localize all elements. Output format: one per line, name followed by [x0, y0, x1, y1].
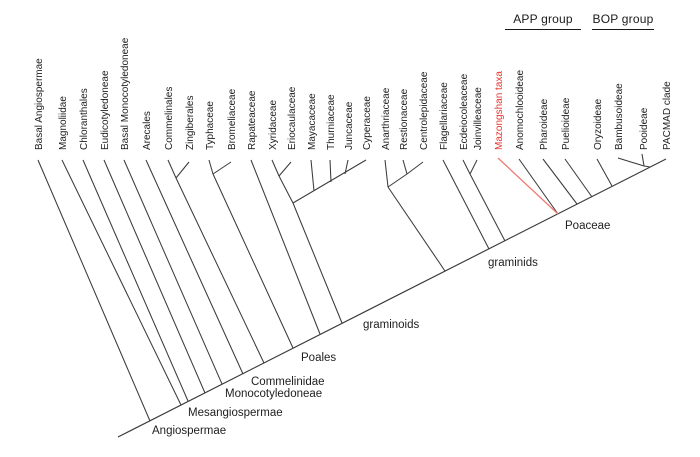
branch-lines — [37, 153, 667, 438]
taxon-label-bambusoideae: Bambusoideae — [614, 83, 625, 150]
branch-0 — [37, 159, 151, 422]
node-label-poales: Poales — [301, 352, 336, 364]
branch-10 — [212, 161, 232, 175]
taxon-label-commelinales: Commelinales — [164, 87, 175, 150]
branch-25 — [387, 186, 446, 272]
node-label-graminids: graminids — [488, 257, 538, 269]
branch-19 — [344, 159, 349, 175]
taxon-label-flagellariaceae: Flagellariaceae — [439, 82, 450, 150]
taxon-label-pharoideae: Pharoideae — [539, 98, 550, 150]
node-label-commelinidae: Commelinidae — [251, 376, 325, 388]
taxon-label-xyridaceae: Xyridaceae — [268, 100, 279, 150]
branch-33 — [596, 158, 613, 187]
branch-31 — [542, 158, 578, 205]
branch-24 — [387, 173, 408, 188]
taxon-label-anarthriaceae: Anarthriaceae — [381, 87, 392, 150]
taxon-label-typhaceae: Typhaceae — [205, 101, 216, 150]
branch-22 — [402, 159, 408, 175]
branch-2 — [82, 159, 189, 402]
taxon-label-basal-monocotyledoneae: Basal Monocotyledoneae — [120, 37, 131, 150]
taxon-label-eudicotyledoneae: Eudicotyledoneae — [100, 70, 111, 150]
taxon-label-zingiberales: Zingiberales — [185, 96, 196, 150]
taxon-label-oryzoideae: Oryzoideae — [593, 98, 604, 150]
branch-26 — [442, 159, 490, 250]
bop-group-header: BOP group — [592, 12, 654, 30]
branch-4 — [123, 159, 223, 385]
node-label-monocotyledoneae: Monocotyledoneae — [225, 388, 322, 400]
branch-15 — [278, 175, 294, 204]
taxon-label-puelioideae: Puelioideae — [561, 97, 572, 150]
taxon-label-bromeliaceae: Bromeliaceae — [227, 88, 238, 150]
taxon-label-arecales: Arecales — [142, 111, 153, 150]
branch-11 — [212, 173, 294, 349]
branch-35 — [641, 153, 645, 167]
node-label-angiospermae: Angiospermae — [152, 425, 226, 437]
branch-14 — [278, 161, 292, 177]
tree-spine — [117, 158, 667, 438]
branch-mazongshan-taxa — [497, 157, 559, 215]
taxon-label-eriocaulaceae: Eriocaulaceae — [287, 86, 298, 150]
branch-21 — [384, 159, 389, 188]
taxon-label-rapateaceae: Rapateaceae — [247, 90, 258, 150]
taxon-label-pacmad-clade: PACMAD clade — [662, 81, 673, 150]
taxon-label-cyperaceae: Cyperaceae — [362, 96, 373, 150]
branch-3 — [103, 159, 206, 394]
branch-6 — [167, 159, 177, 179]
taxon-label-restionaceae: Restionaceae — [399, 88, 410, 150]
branch-17 — [310, 159, 315, 192]
branch-36 — [643, 165, 651, 168]
branch-28 — [469, 159, 478, 175]
taxon-label-mazongshan-taxa: Mazongshan taxa — [494, 71, 505, 150]
clade-node-labels: Angiospermae Mesangiospermae Monocotyledon… — [152, 220, 610, 437]
taxon-label-thurniaceae: Thurniaceae — [326, 94, 337, 150]
branch-9 — [208, 159, 214, 175]
branch-32 — [564, 158, 593, 198]
taxon-label-joinvilleaceae: Joinvilleaceae — [473, 87, 484, 150]
branch-20 — [292, 202, 343, 324]
branch-13 — [271, 159, 280, 177]
taxon-label-centrolepidaceae: Centrolepidaceae — [419, 71, 430, 150]
branch-18 — [329, 159, 332, 183]
branch-7 — [175, 161, 190, 179]
taxon-label-anomochlooideae: Anomochlooideae — [515, 70, 526, 150]
node-label-mesangiospermae: Mesangiospermae — [188, 407, 283, 419]
branch-8 — [175, 177, 265, 364]
branch-12 — [250, 159, 321, 335]
branch-30 — [518, 158, 559, 215]
taxon-label-ecdeiocoleaceae: Ecdeiocoleaceae — [459, 73, 470, 150]
app-group-header: APP group — [505, 12, 581, 30]
taxon-label-mayacaceae: Mayacaceae — [307, 93, 318, 150]
branch-5 — [145, 159, 244, 375]
branch-34 — [617, 157, 645, 167]
taxon-label-basal-angiospermae: Basal Angiospermae — [34, 58, 45, 150]
branch-29 — [469, 173, 506, 242]
taxa-labels: Basal Angiospermae Magnoliidae Chloranthal… — [34, 37, 673, 150]
taxon-label-pooideae: Pooideae — [639, 107, 650, 150]
branch-16 — [292, 159, 367, 204]
taxon-label-magnoliidae: Magnoliidae — [58, 96, 69, 150]
branch-27 — [462, 159, 471, 175]
node-label-graminoids: graminoids — [363, 319, 419, 331]
taxon-label-juncaceae: Juncaceae — [344, 101, 355, 150]
branch-23 — [406, 161, 424, 175]
branch-1 — [61, 159, 182, 406]
taxon-label-chloranthales: Chloranthales — [79, 88, 90, 150]
node-label-poaceae: Poaceae — [565, 220, 610, 232]
